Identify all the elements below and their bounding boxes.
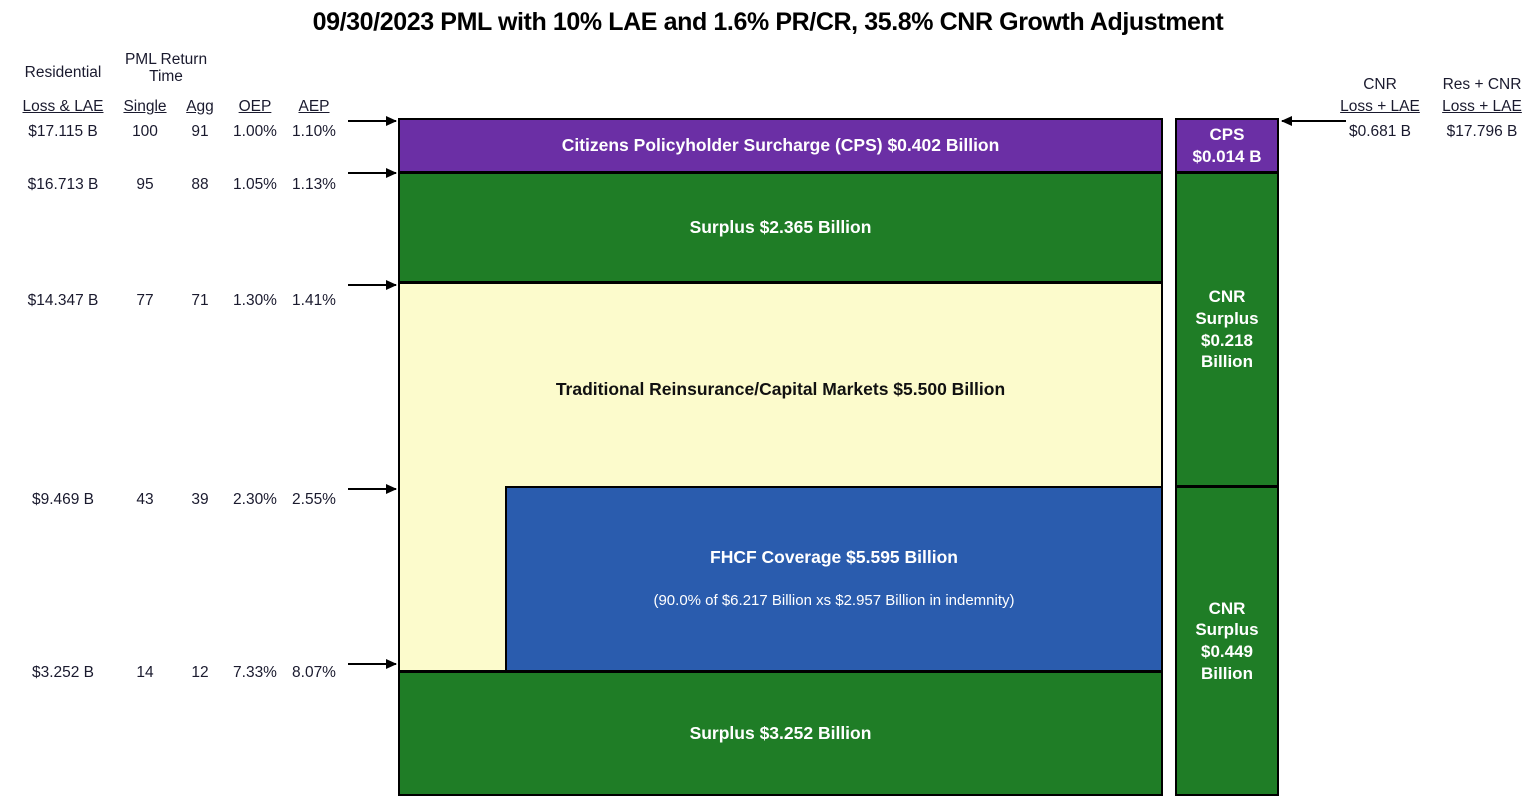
row-oep: 7.33% bbox=[233, 664, 277, 681]
row-loss-lae: $16.713 B bbox=[27, 176, 99, 193]
cnr-band-surplus-lower[interactable]: CNR Surplus $0.449 Billion bbox=[1175, 486, 1279, 796]
row-agg: 12 bbox=[191, 664, 209, 681]
band-traditional-label: Traditional Reinsurance/Capital Markets … bbox=[555, 379, 1006, 399]
row-single: 100 bbox=[132, 123, 158, 140]
leader-arrow-9469 bbox=[348, 484, 397, 494]
cnr-band-cps[interactable]: CPS $0.014 B bbox=[1175, 118, 1279, 173]
row-single: 14 bbox=[136, 664, 154, 681]
row-agg: 91 bbox=[191, 123, 209, 140]
band-surplus-lower-label: Surplus $3.252 Billion bbox=[689, 722, 872, 743]
header-residential: Residential bbox=[24, 64, 102, 81]
cnr-surplus-upper-line3: $0.218 bbox=[1201, 330, 1253, 350]
header-aep: AEP bbox=[298, 98, 330, 115]
band-fhcf-sublabel: (90.0% of $6.217 Billion xs $2.957 Billi… bbox=[653, 592, 1015, 610]
header-pml-time: Time bbox=[149, 68, 183, 85]
cnr-surplus-lower-line4: Billion bbox=[1201, 663, 1253, 683]
cnr-surplus-upper-line2: Surplus bbox=[1195, 308, 1259, 328]
row-loss-lae: $3.252 B bbox=[31, 664, 95, 681]
cnr-cps-line2: $0.014 B bbox=[1192, 146, 1262, 166]
row-single: 43 bbox=[136, 491, 154, 508]
leader-arrow-3252 bbox=[348, 659, 397, 669]
header-agg: Agg bbox=[186, 98, 214, 115]
header-loss-lae: Loss & LAE bbox=[22, 98, 104, 115]
header-cnr-loss-lae: Loss + LAE bbox=[1340, 98, 1420, 115]
row-oep: 1.05% bbox=[233, 176, 277, 193]
row-aep: 2.55% bbox=[292, 491, 336, 508]
row-oep: 2.30% bbox=[233, 491, 277, 508]
leader-arrow-16713 bbox=[348, 168, 397, 178]
row-loss-lae: $17.115 B bbox=[28, 123, 98, 140]
row-aep: 8.07% bbox=[292, 664, 336, 681]
row-oep: 1.30% bbox=[233, 292, 277, 309]
header-single: Single bbox=[123, 98, 167, 115]
header-res-cnr: Res + CNR bbox=[1442, 76, 1522, 93]
row-aep: 1.13% bbox=[292, 176, 336, 193]
band-cps[interactable]: Citizens Policyholder Surcharge (CPS) $0… bbox=[398, 118, 1163, 173]
page-title: 09/30/2023 PML with 10% LAE and 1.6% PR/… bbox=[312, 8, 1224, 36]
band-surplus-upper[interactable]: Surplus $2.365 Billion bbox=[398, 172, 1163, 283]
band-surplus-upper-label: Surplus $2.365 Billion bbox=[689, 216, 872, 237]
cnr-surplus-lower-line2: Surplus bbox=[1195, 620, 1259, 640]
header-pml-return: PML Return bbox=[124, 51, 208, 68]
row-single: 95 bbox=[136, 176, 154, 193]
row-single: 77 bbox=[136, 292, 154, 309]
value-res-cnr-loss-lae: $17.796 B bbox=[1446, 123, 1518, 140]
row-oep: 1.00% bbox=[233, 123, 277, 140]
cnr-surplus-lower-line3: $0.449 bbox=[1201, 642, 1253, 661]
value-cnr-loss-lae: $0.681 B bbox=[1348, 123, 1412, 140]
band-cps-label: Citizens Policyholder Surcharge (CPS) $0… bbox=[561, 134, 1000, 155]
leader-arrow-14347 bbox=[348, 280, 397, 290]
row-loss-lae: $9.469 B bbox=[31, 491, 95, 508]
header-oep: OEP bbox=[238, 98, 272, 115]
row-agg: 88 bbox=[191, 176, 209, 193]
band-surplus-lower[interactable]: Surplus $3.252 Billion bbox=[398, 671, 1163, 796]
cnr-band-surplus-upper[interactable]: CNR Surplus $0.218 Billion bbox=[1175, 172, 1279, 487]
band-fhcf-label: FHCF Coverage $5.595 Billion bbox=[710, 547, 958, 568]
cnr-surplus-lower-line1: CNR bbox=[1208, 598, 1246, 618]
cnr-surplus-upper-line4: Billion bbox=[1201, 352, 1253, 372]
header-cnr: CNR bbox=[1363, 76, 1397, 93]
row-aep: 1.41% bbox=[292, 292, 336, 309]
header-res-cnr-loss-lae: Loss + LAE bbox=[1442, 98, 1522, 115]
row-aep: 1.10% bbox=[292, 123, 336, 140]
cnr-surplus-upper-line1: CNR bbox=[1208, 287, 1246, 306]
row-agg: 39 bbox=[191, 491, 209, 508]
leader-arrow-17115 bbox=[348, 116, 397, 126]
cnr-leader-arrow bbox=[1281, 116, 1346, 126]
band-fhcf[interactable]: FHCF Coverage $5.595 Billion (90.0% of $… bbox=[505, 486, 1163, 672]
row-loss-lae: $14.347 B bbox=[27, 292, 99, 309]
cnr-cps-line1: CPS bbox=[1209, 124, 1245, 144]
row-agg: 71 bbox=[191, 292, 209, 309]
